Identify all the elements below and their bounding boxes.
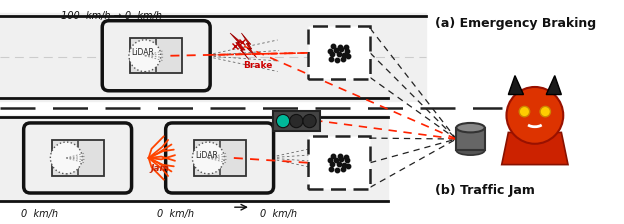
Bar xyxy=(52,140,104,176)
Text: LiDAR: LiDAR xyxy=(132,48,154,57)
Bar xyxy=(130,38,182,73)
Circle shape xyxy=(519,106,530,117)
Bar xyxy=(273,111,320,131)
Circle shape xyxy=(540,106,550,117)
Text: (b) Traffic Jam: (b) Traffic Jam xyxy=(436,183,535,196)
FancyBboxPatch shape xyxy=(102,21,210,91)
Circle shape xyxy=(192,142,224,174)
Text: 0  km/h: 0 km/h xyxy=(21,209,58,219)
Ellipse shape xyxy=(456,123,485,132)
Ellipse shape xyxy=(456,146,485,155)
Polygon shape xyxy=(502,132,568,165)
Polygon shape xyxy=(230,33,249,60)
Circle shape xyxy=(303,114,316,128)
Circle shape xyxy=(290,114,303,128)
Text: 0  km/h: 0 km/h xyxy=(157,209,193,219)
Polygon shape xyxy=(509,76,524,95)
Circle shape xyxy=(129,40,161,72)
Text: 100  km/h → 0  km/h: 100 km/h → 0 km/h xyxy=(61,11,162,21)
Text: Jam: Jam xyxy=(150,164,169,173)
Polygon shape xyxy=(241,33,256,58)
Polygon shape xyxy=(546,76,562,95)
Text: 0  km/h: 0 km/h xyxy=(260,209,297,219)
Text: Brake: Brake xyxy=(243,61,273,70)
Bar xyxy=(193,140,246,176)
Circle shape xyxy=(507,87,563,144)
Circle shape xyxy=(51,142,82,174)
Text: LiDAR: LiDAR xyxy=(195,151,218,160)
Circle shape xyxy=(276,114,290,128)
Bar xyxy=(308,26,370,79)
Bar xyxy=(456,128,485,150)
Bar xyxy=(308,136,370,189)
Text: (a) Emergency Braking: (a) Emergency Braking xyxy=(436,17,597,30)
FancyBboxPatch shape xyxy=(165,123,273,193)
FancyBboxPatch shape xyxy=(24,123,132,193)
